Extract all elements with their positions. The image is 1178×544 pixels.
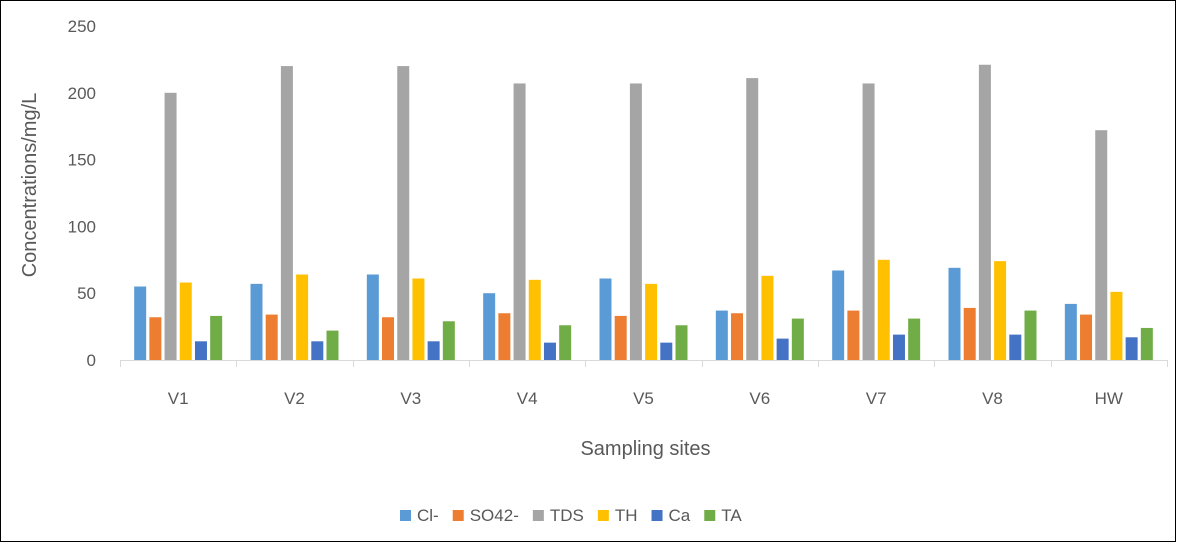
legend: Cl- SO42- TDS TH Ca TA <box>400 506 742 525</box>
y-tick-label: 100 <box>68 217 96 236</box>
bar-V2-TA <box>326 330 339 360</box>
bar-V6-TDS <box>746 78 759 360</box>
legend-swatch <box>532 510 544 521</box>
bar-V4-TA <box>559 325 572 360</box>
bar-V3-Cl- <box>366 274 379 360</box>
bar-V6-Cl- <box>715 310 728 360</box>
bar-V1-TDS <box>164 92 177 361</box>
y-tick-label: 250 <box>68 17 96 36</box>
bar-V3-Ca <box>427 341 440 360</box>
bar-V1-SO42- <box>149 317 162 360</box>
bar-V3-TH <box>412 278 425 360</box>
bar-V4-TDS <box>513 83 526 360</box>
bar-V5-SO42- <box>614 315 627 360</box>
bar-V5-Ca <box>660 342 673 360</box>
bar-V2-TH <box>296 274 309 360</box>
y-tick-label: 50 <box>77 284 96 303</box>
bar-V8-TH <box>994 261 1007 360</box>
bar-V3-TA <box>442 321 455 360</box>
x-tick-label: V7 <box>866 389 887 408</box>
bar-HW-TDS <box>1095 130 1108 360</box>
x-axis-title: Sampling sites <box>580 438 710 460</box>
bar-V5-TA <box>675 325 688 360</box>
x-tick-label: V6 <box>749 389 770 408</box>
bar-V5-Cl- <box>599 278 612 360</box>
legend-entry: Cl- <box>417 506 439 525</box>
legend-entry: SO42- <box>470 506 519 525</box>
bar-HW-Cl- <box>1064 303 1077 360</box>
legend-entry: TDS <box>550 506 584 525</box>
y-axis-ticks: 0 50 100 150 200 250 <box>68 17 96 370</box>
bar-V4-Ca <box>543 342 556 360</box>
bars <box>134 64 1153 361</box>
bar-V7-TDS <box>862 83 875 360</box>
bar-V6-TA <box>791 318 804 360</box>
bar-V4-Cl- <box>483 293 496 360</box>
y-axis-title: Concentrations/mg/L <box>19 93 41 278</box>
bar-V1-Cl- <box>134 286 147 360</box>
bar-V6-SO42- <box>731 313 744 360</box>
bar-V2-TDS <box>280 66 293 360</box>
bar-HW-Ca <box>1125 337 1138 360</box>
bar-V2-SO42- <box>265 314 278 360</box>
bar-V6-Ca <box>776 338 789 360</box>
bar-V7-TA <box>908 318 921 360</box>
bar-V7-Ca <box>892 334 905 360</box>
bar-V5-TDS <box>629 83 642 360</box>
bar-V2-Cl- <box>250 283 263 360</box>
bar-V8-SO42- <box>963 307 976 360</box>
bar-HW-TA <box>1140 327 1153 360</box>
bar-V8-TDS <box>978 64 991 361</box>
legend-swatch <box>597 510 609 521</box>
x-axis-labels: V1 V2 V3 V4 V5 V6 V7 V8 HW <box>168 389 1123 408</box>
bar-V4-TH <box>528 279 541 360</box>
x-tick-label: HW <box>1095 389 1123 408</box>
legend-swatch <box>651 510 663 521</box>
bar-V2-Ca <box>311 341 324 360</box>
bar-V4-SO42- <box>498 313 511 360</box>
legend-entry: TA <box>721 506 742 525</box>
bar-V6-TH <box>761 275 774 360</box>
bar-V3-TDS <box>397 66 410 360</box>
bar-V5-TH <box>645 283 658 360</box>
legend-swatch <box>400 510 411 521</box>
bar-V1-Ca <box>194 341 207 360</box>
bar-V1-TH <box>179 282 192 360</box>
x-tick-label: V1 <box>168 389 189 408</box>
y-tick-label: 200 <box>68 84 96 103</box>
x-tick-label: V4 <box>517 389 538 408</box>
legend-swatch <box>704 510 716 521</box>
bar-V3-SO42- <box>382 317 395 360</box>
y-tick-label: 0 <box>87 351 96 370</box>
legend-swatch <box>452 510 464 521</box>
bar-V7-TH <box>877 259 890 360</box>
bar-V8-Cl- <box>948 267 961 360</box>
bar-HW-SO42- <box>1080 314 1093 360</box>
x-tick-label: V8 <box>982 389 1003 408</box>
legend-entry: TH <box>615 506 638 525</box>
bar-V7-SO42- <box>847 310 860 360</box>
x-tick-label: V3 <box>400 389 421 408</box>
y-tick-label: 150 <box>68 151 96 170</box>
bar-V7-Cl- <box>832 270 845 360</box>
bar-HW-TH <box>1110 291 1123 360</box>
bar-V8-TA <box>1024 310 1037 360</box>
bar-V8-Ca <box>1009 334 1022 360</box>
legend-entry: Ca <box>669 506 691 525</box>
x-tick-label: V5 <box>633 389 654 408</box>
x-axis-tick-marks <box>120 360 1168 367</box>
x-tick-label: V2 <box>284 389 305 408</box>
bar-V1-TA <box>210 315 223 360</box>
